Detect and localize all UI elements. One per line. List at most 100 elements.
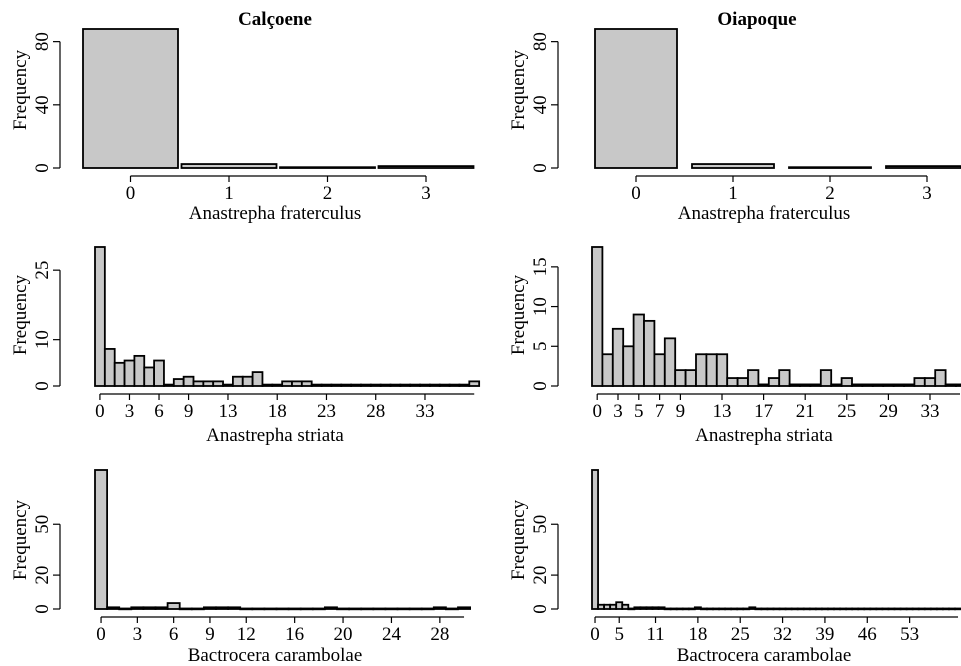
x-tick-label: 3 <box>421 183 431 204</box>
bar-31 <box>913 377 926 387</box>
bar-30 <box>903 383 916 387</box>
bar-10 <box>695 353 708 387</box>
bar-17 <box>693 606 702 610</box>
bar-23 <box>372 607 387 611</box>
bar-35 <box>955 383 961 387</box>
x-tick-label: 3 <box>922 183 932 204</box>
y-tick-label: 5 <box>530 342 551 352</box>
y-axis-label: Frequency <box>10 49 31 130</box>
y-tick-label: 0 <box>530 163 551 173</box>
bar-49 <box>887 607 896 611</box>
bar-38 <box>821 607 829 611</box>
bar-5 <box>643 319 656 387</box>
bar-14 <box>263 607 278 611</box>
x-tick-label: 53 <box>900 624 919 645</box>
bar-10 <box>192 380 205 387</box>
y-tick-label: 25 <box>32 261 53 280</box>
bar-2 <box>279 166 376 169</box>
bar-38 <box>468 380 481 387</box>
bar-26 <box>748 606 757 610</box>
panel-title: Oiapoque <box>717 9 796 30</box>
bar-27 <box>360 383 372 387</box>
bar-11 <box>705 353 718 387</box>
bar-4 <box>142 606 157 610</box>
x-tick-label: 2 <box>825 183 835 204</box>
x-tick-label: 25 <box>731 624 750 645</box>
bar-28 <box>882 383 895 387</box>
bar-19 <box>706 607 714 611</box>
bar-31 <box>778 607 787 611</box>
y-axis-label: Frequency <box>10 274 31 355</box>
bar-22 <box>724 607 733 611</box>
bar-25 <box>742 607 751 611</box>
bar-7 <box>178 607 193 611</box>
bar-29 <box>892 383 905 387</box>
panel-calcoene-carambolae: Frequency Bactrocera carambolae 0 20 50 0 3 6… <box>10 469 472 666</box>
y-axis-label: Frequency <box>10 499 31 580</box>
bar-4 <box>632 313 645 387</box>
bar-11 <box>657 606 666 610</box>
y-tick-label: 0 <box>530 381 551 391</box>
x-tick-label: 13 <box>218 401 237 422</box>
x-tick-label: 9 <box>205 624 215 645</box>
bar-2 <box>611 327 625 387</box>
x-tick-label: 3 <box>613 401 623 422</box>
y-tick-label: 20 <box>32 566 53 585</box>
y-tick-label: 10 <box>530 297 551 316</box>
bar-32 <box>409 383 421 387</box>
x-tick-label: 0 <box>631 183 641 204</box>
bar-30 <box>389 383 402 387</box>
bar-4 <box>133 354 146 387</box>
bar-32 <box>923 377 937 387</box>
x-tick-label: 6 <box>154 401 164 422</box>
x-tick-label: 6 <box>169 624 179 645</box>
x-tick-label: 9 <box>676 401 686 422</box>
bar-18 <box>778 369 791 387</box>
bar-6 <box>627 607 636 611</box>
x-tick-label: 0 <box>126 183 136 204</box>
x-tick-label: 11 <box>646 624 664 645</box>
bar-59 <box>948 607 956 611</box>
x-axis-label: Bactrocera carambolae <box>677 645 852 666</box>
bar-26 <box>861 383 874 387</box>
bar-21 <box>300 380 313 387</box>
bar-27 <box>871 383 885 387</box>
bar-18 <box>700 607 708 611</box>
bar-37 <box>458 383 471 387</box>
bar-60 <box>954 607 961 611</box>
y-tick-label: 0 <box>32 604 53 614</box>
y-axis-label: Frequency <box>508 499 529 580</box>
bar-5 <box>143 366 156 387</box>
bar-35 <box>802 607 811 611</box>
bar-11 <box>202 380 215 387</box>
x-tick-label: 46 <box>858 624 877 645</box>
bar-16 <box>757 383 770 387</box>
x-axis-label: Anastrepha striata <box>206 425 344 446</box>
bar-0 <box>94 469 109 610</box>
panel-oiapoque-fraterculus: Oiapoque Frequency Anastrepha fraterculu… <box>508 9 961 224</box>
bar-45 <box>863 607 872 611</box>
bar-27 <box>420 607 435 611</box>
bar-15 <box>747 369 760 387</box>
bar-13 <box>726 377 739 387</box>
x-tick-label: 1 <box>728 183 738 204</box>
bar-2 <box>788 166 872 169</box>
bar-1 <box>691 163 775 169</box>
bar-15 <box>241 375 254 387</box>
bar-5 <box>154 606 169 610</box>
bar-21 <box>348 607 363 611</box>
y-tick-label: 10 <box>32 330 53 349</box>
bar-14 <box>231 375 244 387</box>
bar-55 <box>923 607 932 611</box>
x-tick-label: 28 <box>430 624 449 645</box>
bar-9 <box>182 375 195 387</box>
x-tick-label: 9 <box>184 401 194 422</box>
bar-1 <box>601 353 614 387</box>
bar-21 <box>809 383 822 387</box>
y-axis-label: Frequency <box>508 49 529 130</box>
bar-41 <box>839 607 847 611</box>
bar-5 <box>621 603 630 610</box>
x-axis-label: Bactrocera carambolae <box>188 645 363 666</box>
